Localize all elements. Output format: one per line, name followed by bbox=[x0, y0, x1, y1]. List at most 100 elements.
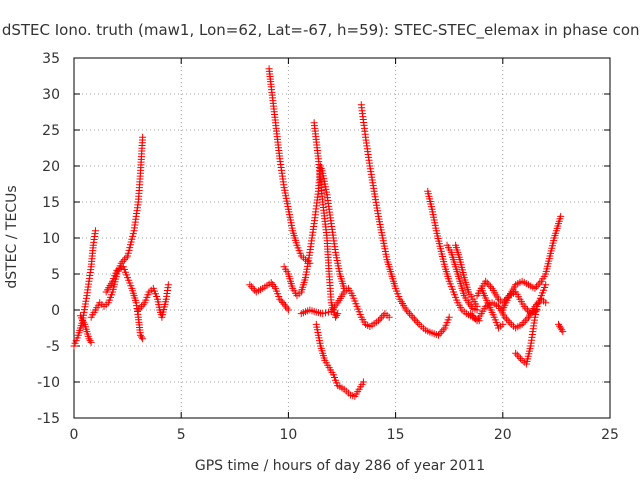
data-point bbox=[559, 328, 567, 336]
data-point bbox=[518, 320, 526, 328]
data-point bbox=[504, 293, 512, 301]
data-segment bbox=[443, 241, 481, 314]
data-segment bbox=[310, 119, 342, 321]
y-tick-label: 20 bbox=[42, 159, 60, 175]
data-point bbox=[86, 337, 94, 345]
data-segment bbox=[499, 288, 541, 318]
data-point bbox=[138, 302, 146, 310]
data-point bbox=[164, 281, 172, 289]
data-point bbox=[378, 313, 386, 321]
data-segment bbox=[70, 227, 99, 350]
data-point bbox=[246, 281, 254, 289]
data-point bbox=[486, 283, 494, 291]
data-point bbox=[279, 299, 287, 307]
data-point bbox=[504, 317, 512, 325]
data-point bbox=[558, 326, 566, 334]
data-point bbox=[520, 319, 528, 327]
data-point bbox=[434, 331, 442, 339]
x-tick-label: 25 bbox=[601, 427, 619, 443]
data-point bbox=[471, 315, 479, 323]
data-point bbox=[414, 319, 422, 327]
y-axis-label: dSTEC / TECUs bbox=[4, 185, 20, 288]
data-point bbox=[324, 308, 332, 316]
data-point bbox=[483, 279, 491, 287]
data-segment bbox=[76, 312, 95, 346]
data-point bbox=[542, 299, 550, 307]
data-segment bbox=[312, 320, 367, 400]
data-point bbox=[385, 313, 393, 321]
y-tick-label: 15 bbox=[42, 195, 60, 211]
y-tick-label: 35 bbox=[42, 51, 60, 67]
data-point bbox=[87, 338, 95, 346]
data-point bbox=[506, 319, 514, 327]
data-point bbox=[445, 313, 453, 321]
y-tick-label: 25 bbox=[42, 123, 60, 139]
data-point bbox=[412, 317, 420, 325]
data-point bbox=[557, 212, 565, 220]
data-segment bbox=[477, 284, 507, 332]
data-point bbox=[467, 310, 475, 318]
data-point bbox=[334, 310, 342, 318]
data-point bbox=[536, 279, 544, 287]
data-segment bbox=[473, 212, 565, 307]
y-tick-label: 10 bbox=[42, 231, 60, 247]
data-point bbox=[376, 315, 384, 323]
tick-labels: 0 5 10 15 20 25 -15 -10 -5 0 5 10 15 20 25 30 35 bbox=[37, 51, 619, 443]
data-point bbox=[438, 328, 446, 336]
data-point bbox=[439, 326, 447, 334]
data-point bbox=[468, 311, 476, 319]
x-tick-label: 15 bbox=[387, 427, 405, 443]
x-tick-label: 20 bbox=[494, 427, 512, 443]
data-segment bbox=[357, 101, 453, 339]
y-tick-label: 30 bbox=[42, 87, 60, 103]
data-segment bbox=[512, 281, 550, 368]
data-point bbox=[409, 313, 417, 321]
data-point bbox=[136, 304, 144, 312]
y-tick-label: -15 bbox=[37, 411, 60, 427]
data-point bbox=[522, 304, 530, 312]
data-point bbox=[359, 378, 367, 386]
data-point bbox=[319, 310, 327, 318]
data-point bbox=[374, 317, 382, 325]
x-tick-label: 0 bbox=[70, 427, 79, 443]
data-point bbox=[91, 227, 99, 235]
data-segment bbox=[555, 320, 567, 336]
data-point bbox=[120, 256, 128, 264]
x-tick-label: 10 bbox=[279, 427, 297, 443]
data-point bbox=[119, 257, 127, 265]
data-point bbox=[410, 315, 418, 323]
data-point bbox=[557, 324, 565, 332]
data-point bbox=[555, 320, 563, 328]
axes bbox=[73, 57, 611, 419]
data-point bbox=[139, 335, 147, 343]
data-point bbox=[249, 284, 257, 292]
y-tick-label: 0 bbox=[51, 303, 60, 319]
data-point bbox=[515, 353, 523, 361]
data-segment bbox=[265, 65, 314, 267]
data-point bbox=[516, 355, 524, 363]
chart-title: dSTEC Iono. truth (maw1, Lon=62, Lat=-67… bbox=[2, 21, 640, 40]
data-point bbox=[501, 313, 509, 321]
data-point bbox=[512, 349, 520, 357]
data-point bbox=[525, 308, 533, 316]
data-point bbox=[322, 309, 330, 317]
data-point bbox=[520, 302, 528, 310]
data-point bbox=[134, 306, 142, 314]
y-tick-label: 5 bbox=[51, 267, 60, 283]
data-points bbox=[70, 65, 567, 400]
data-point bbox=[523, 315, 531, 323]
data-point bbox=[521, 317, 529, 325]
data-point bbox=[284, 306, 292, 314]
data-segment bbox=[297, 284, 393, 331]
data-point bbox=[247, 283, 255, 291]
data-point bbox=[542, 281, 550, 289]
data-point bbox=[276, 295, 284, 303]
data-point bbox=[485, 281, 493, 289]
data-point bbox=[251, 286, 259, 294]
y-tick-label: -10 bbox=[37, 375, 60, 391]
data-point bbox=[333, 311, 341, 319]
data-point bbox=[407, 311, 415, 319]
data-point bbox=[138, 333, 146, 341]
